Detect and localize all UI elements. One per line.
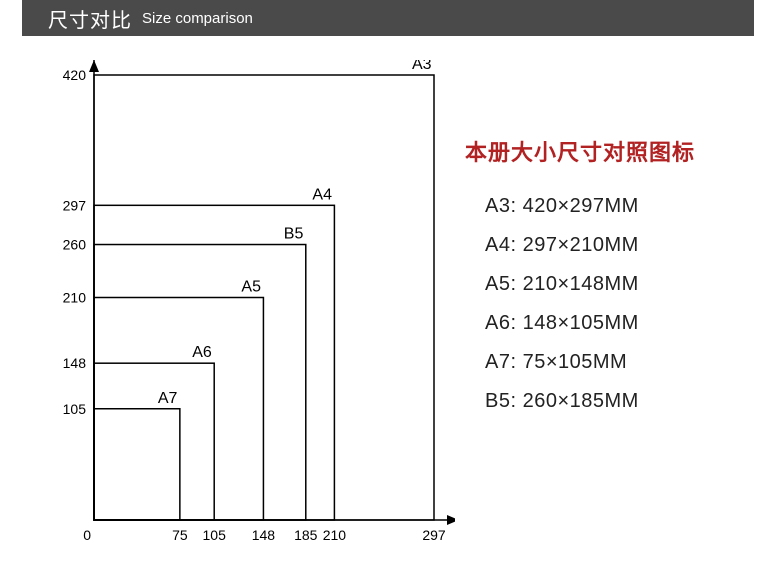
size-list-item: A5: 210×148MM bbox=[485, 273, 765, 296]
size-list-item: A6: 148×105MM bbox=[485, 312, 765, 335]
header-title-cn: 尺寸对比 bbox=[48, 4, 132, 33]
svg-text:297: 297 bbox=[422, 527, 446, 543]
svg-text:75: 75 bbox=[172, 527, 188, 543]
right-panel: 本册大小尺寸对照图标 A3: 420×297MM A4: 297×210MM A5:… bbox=[465, 135, 765, 429]
svg-text:105: 105 bbox=[63, 401, 87, 417]
svg-text:185: 185 bbox=[294, 527, 318, 543]
svg-text:A6: A6 bbox=[192, 344, 212, 361]
right-title: 本册大小尺寸对照图标 bbox=[465, 135, 765, 167]
svg-text:B5: B5 bbox=[284, 226, 304, 243]
svg-text:297: 297 bbox=[63, 197, 87, 213]
header-bar: 尺寸对比 Size comparison bbox=[22, 0, 754, 36]
svg-text:0: 0 bbox=[83, 527, 91, 543]
size-comparison-chart: 0 A3 A4 B5 A5 A6 A7 105 148 210 260 297 420 75 105 148 1… bbox=[60, 60, 455, 545]
header-title-en: Size comparison bbox=[142, 10, 253, 27]
svg-text:A3: A3 bbox=[412, 60, 432, 73]
svg-text:A7: A7 bbox=[158, 390, 178, 407]
svg-text:A4: A4 bbox=[312, 186, 332, 203]
size-list-item: A7: 75×105MM bbox=[485, 351, 765, 374]
svg-text:210: 210 bbox=[63, 290, 87, 306]
svg-text:420: 420 bbox=[63, 67, 87, 83]
size-list-item: A3: 420×297MM bbox=[485, 195, 765, 218]
size-list-item: B5: 260×185MM bbox=[485, 390, 765, 413]
size-list-item: A4: 297×210MM bbox=[485, 234, 765, 257]
chart-svg: 0 A3 A4 B5 A5 A6 A7 105 148 210 260 297 420 75 105 148 1… bbox=[60, 60, 455, 545]
svg-text:210: 210 bbox=[323, 527, 347, 543]
svg-text:260: 260 bbox=[63, 237, 87, 253]
svg-text:148: 148 bbox=[63, 355, 87, 371]
svg-text:A5: A5 bbox=[241, 279, 261, 296]
svg-text:148: 148 bbox=[252, 527, 276, 543]
size-list: A3: 420×297MM A4: 297×210MM A5: 210×148MM A… bbox=[465, 195, 765, 413]
svg-text:105: 105 bbox=[203, 527, 227, 543]
